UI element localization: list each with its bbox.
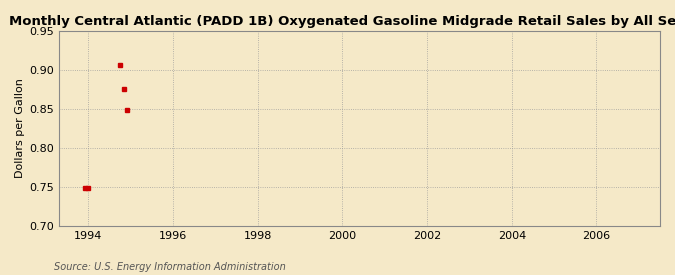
- Text: Source: U.S. Energy Information Administration: Source: U.S. Energy Information Administ…: [54, 262, 286, 272]
- Y-axis label: Dollars per Gallon: Dollars per Gallon: [15, 78, 25, 178]
- Title: Monthly Central Atlantic (PADD 1B) Oxygenated Gasoline Midgrade Retail Sales by : Monthly Central Atlantic (PADD 1B) Oxyge…: [9, 15, 675, 28]
